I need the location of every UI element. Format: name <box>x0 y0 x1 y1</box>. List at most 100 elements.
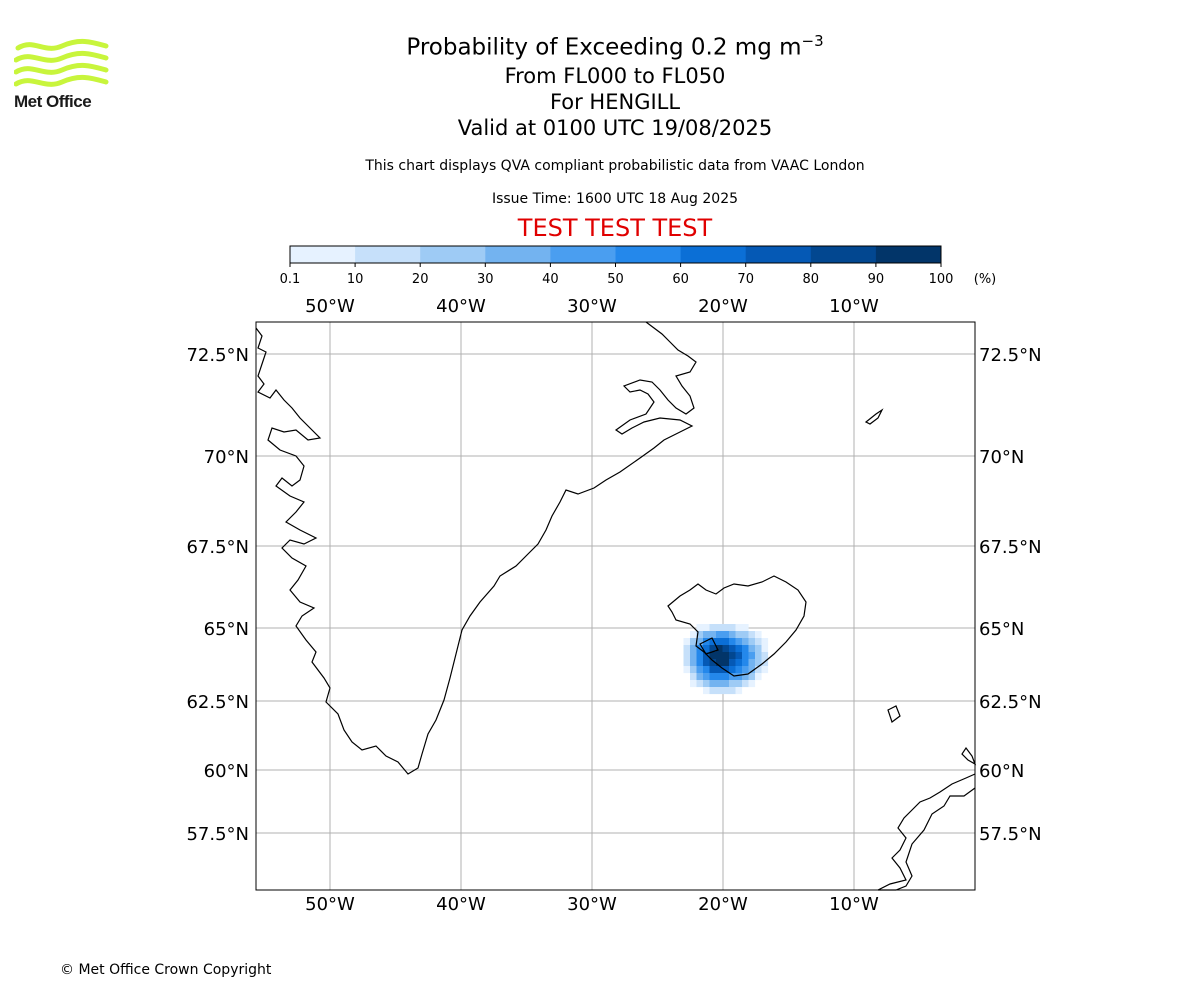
probability-cell <box>716 631 723 639</box>
longitude-label-bottom: 50°W <box>305 894 355 915</box>
longitude-label-bottom: 40°W <box>436 894 486 915</box>
scotland-coastline <box>877 773 976 891</box>
probability-cell <box>683 652 691 660</box>
probability-cell <box>722 666 730 674</box>
logo-wave <box>14 74 109 87</box>
probability-cell <box>716 673 723 681</box>
colorbar-tick-label: 30 <box>477 272 494 287</box>
probability-cell <box>690 652 697 660</box>
colorbar-tick-label: 50 <box>607 272 624 287</box>
probability-cell <box>690 638 697 646</box>
iceland-lake <box>699 637 719 655</box>
probability-cell <box>735 666 743 674</box>
probability-cell <box>735 645 743 653</box>
probability-cell <box>735 624 743 632</box>
probability-cell <box>748 666 756 674</box>
probability-cell <box>735 680 743 688</box>
probability-cell <box>683 638 691 646</box>
latitude-label-right: 70°N <box>979 447 1024 468</box>
probability-cell <box>735 638 743 646</box>
probability-cell <box>690 631 697 639</box>
longitude-label-top: 40°W <box>436 296 486 317</box>
probability-cell <box>683 666 691 674</box>
probability-cell <box>729 687 736 695</box>
probability-cell <box>683 659 691 667</box>
title-superscript: −3 <box>801 32 824 50</box>
probability-cell <box>703 659 710 667</box>
probability-cell <box>761 659 769 667</box>
probability-cell <box>755 673 762 681</box>
probability-cell <box>716 687 723 695</box>
probability-cell <box>709 673 717 681</box>
probability-cell <box>709 687 717 695</box>
latitude-label-left: 62.5°N <box>186 692 249 713</box>
logo-wave <box>15 38 109 51</box>
probability-cell <box>755 638 762 646</box>
probability-cell <box>742 652 749 660</box>
met-office-logo <box>14 38 109 87</box>
probability-cell <box>742 680 749 688</box>
probability-cell <box>716 624 723 632</box>
probability-cell <box>690 666 697 674</box>
probability-cell <box>729 645 736 653</box>
colorbar-cell <box>420 246 486 263</box>
probability-cell <box>735 652 743 660</box>
colorbar-tick-label: 20 <box>412 272 429 287</box>
probability-cell <box>703 631 710 639</box>
probability-cell <box>716 659 723 667</box>
latitude-label-right: 67.5°N <box>979 537 1042 558</box>
probability-cell <box>703 645 710 653</box>
latitude-label-right: 57.5°N <box>979 824 1042 845</box>
probability-cell <box>703 680 710 688</box>
probability-cell <box>696 666 704 674</box>
chart-title: Probability of Exceeding 0.2 mg m−3 <box>315 26 915 63</box>
probability-cell <box>716 680 723 688</box>
colorbar-tick-label: 40 <box>542 272 559 287</box>
volcano-name: For HENGILL <box>549 89 681 114</box>
colorbar-cell <box>550 246 616 263</box>
probability-cell <box>703 687 710 695</box>
probability-cell <box>690 680 697 688</box>
latitude-label-right: 60°N <box>979 761 1024 782</box>
colorbar-cell <box>355 246 421 263</box>
colorbar-tick-label: 0.1 <box>280 272 301 287</box>
probability-cell <box>748 680 756 688</box>
probability-cell <box>735 659 743 667</box>
probability-cell <box>722 624 730 632</box>
probability-cell <box>742 673 749 681</box>
longitude-label-top: 10°W <box>829 296 879 317</box>
longitude-label-bottom: 10°W <box>829 894 879 915</box>
probability-cell <box>696 652 704 660</box>
latitude-label-left: 65°N <box>204 619 249 640</box>
probability-cell <box>722 659 730 667</box>
probability-cell <box>742 659 749 667</box>
colorbar-tick-label: 90 <box>868 272 885 287</box>
probability-cell <box>742 645 749 653</box>
probability-cell <box>722 673 730 681</box>
probability-cell <box>696 624 704 632</box>
colorbar-cell <box>875 246 942 263</box>
probability-cell <box>748 645 756 653</box>
map: 72.5°N 72.5°N 70°N 70°N 67.5°N 67.5°N 65°N 65°N… <box>186 296 1042 915</box>
map-frame <box>255 321 976 891</box>
colorbar-cell <box>680 246 747 263</box>
probability-cell <box>683 645 691 653</box>
longitude-label-bottom: 30°W <box>567 894 617 915</box>
probability-cell <box>755 666 762 674</box>
probability-cell <box>722 680 730 688</box>
latitude-label-left: 70°N <box>204 447 249 468</box>
probability-cell <box>709 680 717 688</box>
probability-cell <box>709 645 717 653</box>
probability-cell <box>755 645 762 653</box>
colorbar-unit: (%) <box>974 272 997 287</box>
probability-cell <box>703 652 710 660</box>
colorbar-tick-label: 70 <box>737 272 754 287</box>
latitude-label-right: 65°N <box>979 619 1024 640</box>
probability-cell <box>742 624 749 632</box>
org-name: Met Office <box>14 92 92 111</box>
probability-cell <box>748 652 756 660</box>
probability-cell <box>722 638 730 646</box>
probability-cell <box>722 631 730 639</box>
logo-wave <box>14 50 109 63</box>
probability-cell <box>703 624 710 632</box>
